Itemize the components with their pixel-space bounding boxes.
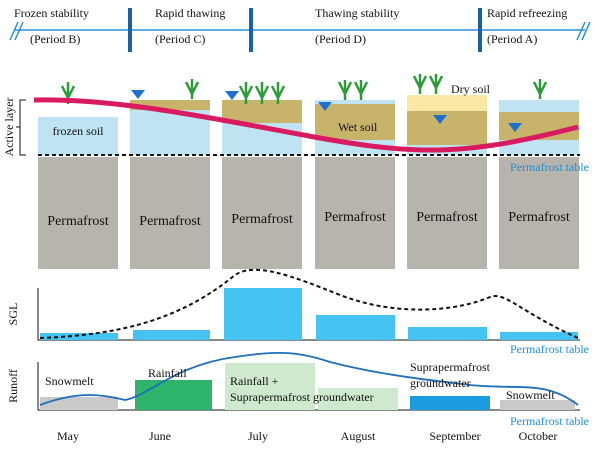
month-label: July [248, 429, 268, 443]
permafrost-table-label: Permafrost table [510, 414, 589, 428]
runoff-source: Rainfall + [230, 374, 279, 388]
period-label: (Period D) [315, 32, 366, 46]
axis-label: Active layer [2, 98, 16, 157]
runoff-source: Suprapermafrost groundwater [230, 390, 374, 404]
period-label: (Period C) [155, 32, 205, 46]
runoff-axis [37, 362, 580, 411]
period-name: Rapid refreezing [487, 6, 567, 20]
soil-label: frozen soil [53, 124, 105, 138]
permafrost-blocks [38, 157, 579, 269]
water-table-markers [131, 90, 522, 132]
month-label: June [149, 429, 171, 443]
month-label: September [429, 429, 480, 443]
runoff-source: groundwater [410, 376, 471, 390]
permafrost-label: Permafrost [416, 210, 478, 225]
sgl-axis [37, 288, 580, 341]
plants [60, 74, 548, 104]
permafrost-table-label: Permafrost table [510, 160, 589, 174]
period-name: Frozen stability [14, 6, 89, 20]
period-dividers [128, 8, 482, 52]
axis-label: SGL [6, 303, 20, 326]
permafrost-label: Permafrost [47, 214, 109, 229]
period-label: (Period B) [30, 32, 80, 46]
permafrost-labels: Permafrost Permafrost Permafrost Permafr… [47, 210, 570, 229]
permafrost-label: Permafrost [324, 210, 386, 225]
runoff-source: Snowmelt [506, 388, 555, 402]
month-label: October [519, 429, 558, 443]
break-mark [9, 21, 591, 41]
active-layer-curve [33, 97, 579, 153]
sgl-bars [40, 288, 578, 340]
axis-label: Runoff [6, 369, 20, 403]
soil-label: Wet soil [338, 120, 378, 134]
period-name: Rapid thawing [155, 6, 225, 20]
runoff-curve [39, 351, 579, 406]
permafrost-table-label: Permafrost table [510, 342, 589, 356]
permafrost-label: Permafrost [508, 210, 570, 225]
sgl-curve [39, 268, 579, 339]
bracket [16, 99, 26, 156]
runoff-source: Rainfall [148, 366, 187, 380]
runoff-bars [40, 363, 575, 410]
period-name: Thawing stability [315, 6, 399, 20]
month-label: May [57, 429, 79, 443]
month-label: August [341, 429, 376, 443]
permafrost-label: Permafrost [231, 212, 293, 227]
soil-label: Dry soil [451, 82, 491, 96]
runoff-source: Snowmelt [45, 374, 94, 388]
period-label: (Period A) [487, 32, 537, 46]
permafrost-label: Permafrost [139, 214, 201, 229]
runoff-source: Suprapermafrost [410, 360, 491, 374]
